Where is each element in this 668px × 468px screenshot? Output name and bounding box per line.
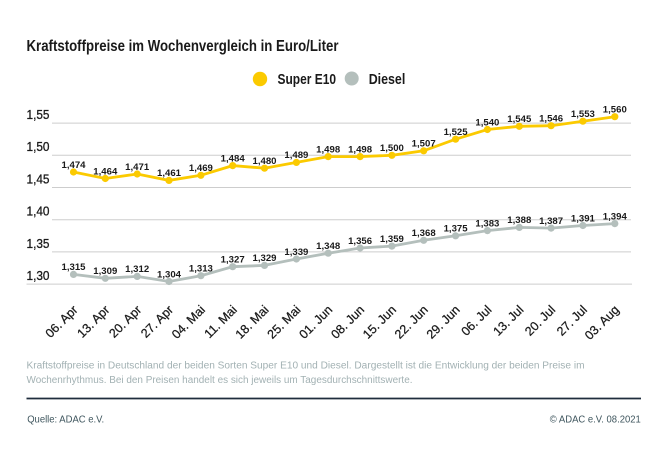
- svg-text:Super E10: Super E10: [278, 71, 337, 88]
- svg-text:Quelle: ADAC e.V.: Quelle: ADAC e.V.: [27, 414, 104, 425]
- svg-text:1,525: 1,525: [444, 127, 469, 138]
- svg-text:1,545: 1,545: [507, 114, 532, 125]
- svg-text:1,553: 1,553: [571, 109, 595, 120]
- svg-text:Wochenrhythmus. Bei den Preise: Wochenrhythmus. Bei den Preisen handelt …: [27, 375, 413, 386]
- svg-text:1,498: 1,498: [316, 144, 340, 155]
- svg-text:1,356: 1,356: [348, 236, 372, 247]
- svg-text:1,315: 1,315: [62, 262, 87, 273]
- svg-text:1,348: 1,348: [316, 241, 340, 252]
- svg-text:1,546: 1,546: [539, 114, 563, 125]
- svg-text:1,498: 1,498: [348, 144, 372, 155]
- svg-text:1,540: 1,540: [475, 117, 499, 128]
- svg-text:Kraftstoffpreise im Wochenverg: Kraftstoffpreise im Wochenvergleich in E…: [27, 38, 339, 55]
- svg-text:1,391: 1,391: [571, 213, 596, 224]
- svg-text:1,484: 1,484: [221, 153, 246, 164]
- svg-text:1,30: 1,30: [27, 268, 50, 283]
- svg-text:1,359: 1,359: [380, 234, 404, 245]
- svg-text:1,339: 1,339: [284, 247, 308, 258]
- svg-text:1,469: 1,469: [189, 163, 213, 174]
- svg-text:1,507: 1,507: [412, 139, 436, 150]
- svg-text:1,309: 1,309: [93, 266, 117, 277]
- svg-text:1,394: 1,394: [603, 211, 628, 222]
- svg-text:1,560: 1,560: [603, 105, 627, 116]
- svg-text:1,55: 1,55: [27, 107, 50, 122]
- svg-text:1,480: 1,480: [253, 156, 277, 167]
- svg-text:1,329: 1,329: [253, 253, 277, 264]
- svg-text:1,313: 1,313: [189, 264, 213, 275]
- svg-text:1,368: 1,368: [412, 228, 436, 239]
- svg-text:1,45: 1,45: [27, 171, 50, 186]
- svg-text:1,474: 1,474: [62, 160, 87, 171]
- svg-text:1,50: 1,50: [27, 139, 50, 154]
- svg-text:Diesel: Diesel: [369, 71, 406, 88]
- svg-text:1,500: 1,500: [380, 143, 404, 154]
- svg-text:1,312: 1,312: [125, 264, 149, 275]
- svg-text:1,387: 1,387: [539, 216, 563, 227]
- svg-text:Kraftstoffpreise in Deutschlan: Kraftstoffpreise in Deutschland der beid…: [27, 361, 585, 372]
- svg-text:1,489: 1,489: [284, 150, 308, 161]
- svg-text:1,40: 1,40: [27, 204, 50, 219]
- svg-text:1,375: 1,375: [444, 224, 469, 235]
- svg-text:1,35: 1,35: [27, 236, 50, 251]
- svg-text:1,461: 1,461: [157, 168, 182, 179]
- svg-text:© ADAC e.V. 08.2021: © ADAC e.V. 08.2021: [550, 414, 641, 425]
- svg-text:1,304: 1,304: [157, 269, 182, 280]
- svg-text:1,471: 1,471: [125, 162, 150, 173]
- svg-text:1,388: 1,388: [507, 215, 531, 226]
- svg-text:1,383: 1,383: [475, 218, 499, 229]
- svg-text:1,464: 1,464: [93, 166, 118, 177]
- svg-text:1,327: 1,327: [221, 255, 245, 266]
